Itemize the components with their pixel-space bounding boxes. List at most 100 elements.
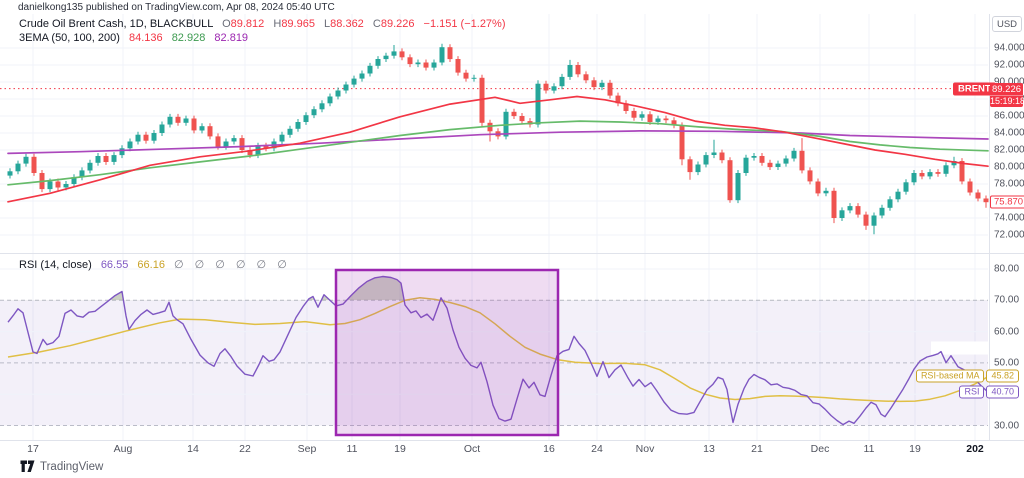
candle-body	[487, 122, 493, 132]
price-axis-label: 82.000	[994, 144, 1024, 156]
candle-body	[383, 55, 389, 60]
rsi-ma-value: 66.16	[137, 259, 165, 271]
candle-body	[967, 181, 973, 193]
candle-body	[343, 84, 349, 91]
ema200-line[interactable]	[7, 130, 989, 155]
candle-body	[751, 156, 757, 158]
candle-body	[655, 118, 661, 122]
candle-body	[23, 156, 29, 164]
candle-body	[831, 190, 837, 218]
time-axis-label: 17	[27, 443, 39, 455]
candle-body	[719, 152, 725, 161]
candle-body	[559, 76, 565, 87]
candle-body	[735, 173, 741, 201]
candle-body	[447, 47, 453, 60]
candle-body	[167, 116, 173, 125]
candle-body	[983, 198, 989, 203]
symbol-title[interactable]: Crude Oil Brent Cash, 1D, BLACKBULL	[19, 18, 214, 30]
current-price-badge: 89.226 15:19:18	[990, 82, 1024, 107]
candlestick-series[interactable]	[7, 43, 989, 235]
open-value: 89.812	[230, 18, 265, 30]
candle-body	[743, 157, 749, 173]
candle-body	[551, 86, 557, 91]
candle-body	[583, 74, 589, 81]
close-value: 89.226	[380, 18, 415, 30]
candle-body	[599, 82, 605, 88]
time-axis-label: 202	[966, 443, 984, 455]
rsi-ma-axis-label: RSI-based MA 45.82	[915, 369, 1019, 383]
main-legend[interactable]: Crude Oil Brent Cash, 1D, BLACKBULL O89.…	[19, 17, 506, 45]
rsi-ma-value-pill: 45.82	[986, 369, 1019, 383]
highlight-rectangle[interactable]	[334, 268, 560, 437]
tradingview-brand-text[interactable]: TradingView	[40, 460, 104, 473]
time-axis-label: 19	[909, 443, 921, 455]
legend-row-ema[interactable]: 3EMA (50, 100, 200) 84.136 82.928 82.819	[19, 31, 506, 45]
candle-body	[847, 206, 853, 211]
ema100-line[interactable]	[7, 120, 989, 186]
candle-body	[143, 134, 149, 141]
candle-body	[391, 51, 397, 56]
rsi-label[interactable]: RSI (14, close)	[19, 259, 92, 271]
price-axis-label: 74.000	[994, 212, 1024, 224]
ema100-value: 82.928	[171, 32, 206, 44]
candle-body	[351, 78, 357, 85]
rsi-legend[interactable]: RSI (14, close) 66.55 66.16 ∅ ∅ ∅ ∅ ∅ ∅	[19, 258, 291, 271]
legend-row-symbol[interactable]: Crude Oil Brent Cash, 1D, BLACKBULL O89.…	[19, 17, 506, 31]
candle-body	[311, 109, 317, 116]
candle-body	[31, 156, 37, 173]
ema-label[interactable]: 3EMA (50, 100, 200)	[19, 32, 120, 44]
time-axis-label: 19	[394, 443, 406, 455]
time-axis-label: 14	[187, 443, 199, 455]
candle-body	[567, 65, 573, 77]
candle-body	[471, 77, 477, 79]
candle-body	[479, 77, 485, 123]
candle-body	[327, 96, 333, 104]
price-axis-label: 94.000	[994, 42, 1024, 54]
ema50-line[interactable]	[7, 95, 989, 203]
ema200-value: 82.819	[214, 32, 249, 44]
time-axis-label: 22	[239, 443, 251, 455]
candle-body	[215, 136, 221, 147]
candle-body	[431, 62, 437, 68]
candle-body	[935, 172, 941, 174]
candle-body	[575, 65, 581, 75]
candle-body	[375, 59, 381, 66]
candle-body	[711, 152, 717, 155]
time-axis-label: 16	[543, 443, 555, 455]
candle-body	[767, 162, 773, 168]
symbol-price-tag: BRENT	[953, 82, 996, 96]
candle-body	[703, 155, 709, 165]
change-value: −1.151 (−1.27%)	[423, 18, 506, 30]
candle-body	[407, 57, 413, 65]
candle-body	[951, 161, 957, 166]
time-axis-label: 24	[591, 443, 603, 455]
candle-body	[319, 103, 325, 110]
candle-body	[623, 103, 629, 111]
price-axis-label: 78.000	[994, 178, 1024, 190]
time-axis-label: Sep	[297, 443, 317, 455]
candle-body	[255, 145, 261, 156]
currency-toggle-button[interactable]: USD	[992, 16, 1022, 32]
rsi-value: 66.55	[100, 259, 129, 271]
candle-body	[55, 181, 61, 188]
candle-body	[463, 72, 469, 79]
candle-body	[903, 182, 909, 192]
candle-body	[135, 134, 141, 142]
blanked-region	[931, 341, 988, 355]
candle-body	[815, 181, 821, 194]
candle-body	[615, 95, 621, 104]
candle-body	[695, 164, 701, 173]
tradingview-branding[interactable]: TradingView	[20, 460, 103, 473]
candle-body	[287, 128, 293, 135]
candle-body	[759, 156, 765, 163]
candle-body	[687, 159, 693, 173]
candle-body	[415, 62, 421, 65]
rsi-axis-label: 30.00	[994, 420, 1020, 431]
rsi-line[interactable]	[7, 275, 989, 426]
high-label: H	[273, 18, 282, 30]
time-axis-label: 13	[703, 443, 715, 455]
candle-body	[519, 116, 525, 122]
candle-body	[79, 170, 85, 178]
candle-body	[399, 51, 405, 58]
